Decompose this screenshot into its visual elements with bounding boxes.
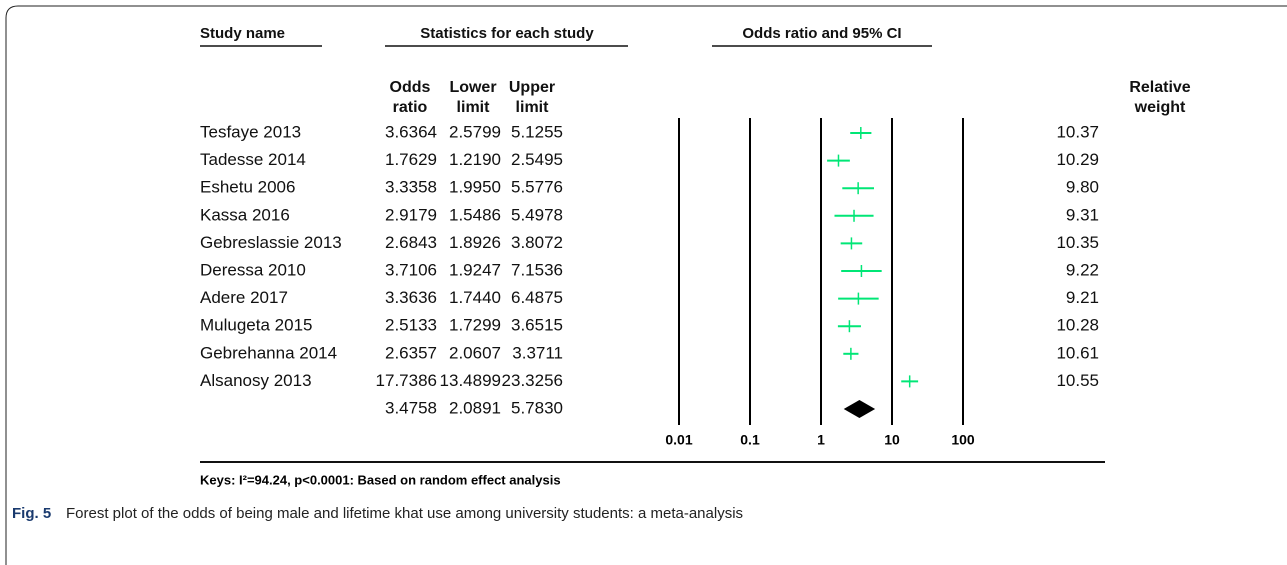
weight-label: 10.29 <box>1056 150 1099 169</box>
value-label: 1.5486 <box>449 205 501 224</box>
value-label: 3.3636 <box>385 288 437 307</box>
value-label: 1.9247 <box>449 260 501 279</box>
value-label: 13.4899 <box>440 371 501 390</box>
value-label: 3.8072 <box>511 233 563 252</box>
value-label: 1.2190 <box>449 150 501 169</box>
value-label: 23.3256 <box>502 371 563 390</box>
summary-diamond <box>843 400 876 418</box>
frame <box>5 5 1287 565</box>
study-name: Tadesse 2014 <box>200 150 306 169</box>
value-label: 6.4875 <box>511 288 563 307</box>
x-tick-label: 100 <box>951 432 975 448</box>
weight-label: 10.61 <box>1056 343 1099 362</box>
study-name: Alsanosy 2013 <box>200 371 312 390</box>
value-label: 3.6515 <box>511 316 563 335</box>
study-header: Study name <box>200 25 285 42</box>
weight-label: 9.80 <box>1066 178 1099 197</box>
x-tick-label: 0.01 <box>665 432 692 448</box>
plot-header: Odds ratio and 95% CI <box>742 25 901 42</box>
value-label: 3.3358 <box>385 178 437 197</box>
figure-label: Fig. 5 <box>12 505 51 522</box>
value-label: 3.7106 <box>385 260 437 279</box>
value-label: 7.1536 <box>511 260 563 279</box>
column-header: Lower limit <box>449 79 497 116</box>
study-name: Deressa 2010 <box>200 260 306 279</box>
value-label: 2.6843 <box>385 233 437 252</box>
weight-label: 10.28 <box>1056 316 1099 335</box>
value-label: 2.0607 <box>449 343 501 362</box>
weight-label: 9.31 <box>1066 205 1099 224</box>
x-tick-label: 1 <box>817 432 825 448</box>
value-label: 3.4758 <box>385 398 437 417</box>
value-label: 3.3711 <box>512 343 563 362</box>
value-label: 2.5133 <box>385 316 437 335</box>
weight-label: 9.21 <box>1066 288 1099 307</box>
statistics-header: Statistics for each study <box>420 25 594 42</box>
value-label: 2.5799 <box>449 122 501 141</box>
weight-label: 10.37 <box>1056 122 1099 141</box>
keys: Keys: I²=94.24, p<0.0001: Based on rando… <box>200 472 561 487</box>
value-label: 5.4978 <box>511 205 563 224</box>
study-name: Adere 2017 <box>200 288 288 307</box>
value-label: 5.5776 <box>511 178 563 197</box>
value-label: 2.6357 <box>385 343 437 362</box>
column-header: Odds ratio <box>389 79 431 116</box>
weight-label: 9.22 <box>1066 260 1099 279</box>
value-label: 2.5495 <box>511 150 563 169</box>
value-label: 5.7830 <box>511 398 563 417</box>
caption: Forest plot of the odds of being male an… <box>66 505 743 522</box>
value-label: 2.0891 <box>449 398 501 417</box>
value-label: 1.9950 <box>449 178 501 197</box>
x-tick-label: 10 <box>884 432 900 448</box>
study-name: Gebreslassie 2013 <box>200 233 342 252</box>
weight-label: 10.35 <box>1056 233 1099 252</box>
value-label: 2.9179 <box>385 205 437 224</box>
study-name: Gebrehanna 2014 <box>200 343 337 362</box>
study-name: Eshetu 2006 <box>200 178 295 197</box>
value-label: 1.7440 <box>449 288 501 307</box>
value-label: 3.6364 <box>385 122 437 141</box>
column-header: Upper limit <box>508 79 556 116</box>
value-label: 1.8926 <box>449 233 501 252</box>
study-name: Mulugeta 2015 <box>200 316 312 335</box>
column-header: Relative weight <box>1129 79 1191 116</box>
weight-label: 10.55 <box>1056 371 1099 390</box>
value-label: 5.1255 <box>511 122 563 141</box>
x-tick-label: 0.1 <box>740 432 760 448</box>
study-name: Kassa 2016 <box>200 205 290 224</box>
value-label: 1.7299 <box>449 316 501 335</box>
value-label: 17.7386 <box>376 371 437 390</box>
value-label: 1.7629 <box>385 150 437 169</box>
study-name: Tesfaye 2013 <box>200 122 301 141</box>
